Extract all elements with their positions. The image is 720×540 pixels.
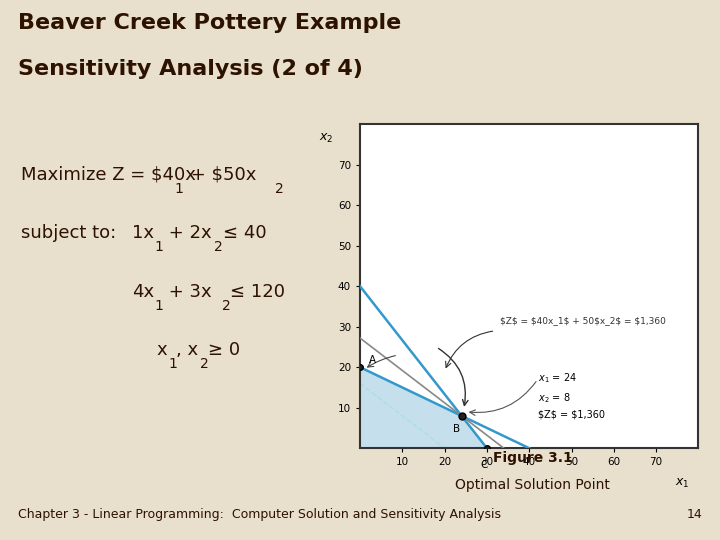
Text: 2: 2 <box>274 182 283 196</box>
Text: $x_1$ = 24
$x_2$ = 8
$Z$ = $1,360: $x_1$ = 24 $x_2$ = 8 $Z$ = $1,360 <box>538 372 605 420</box>
Text: A: A <box>369 355 376 365</box>
Text: C: C <box>480 460 488 470</box>
Text: $x_1$: $x_1$ <box>675 476 690 490</box>
Text: Sensitivity Analysis (2 of 4): Sensitivity Analysis (2 of 4) <box>18 59 363 79</box>
Text: Figure 3.1: Figure 3.1 <box>493 451 572 465</box>
Text: $Z$ = $40x_1$ + 50$x_2$ = $1,360: $Z$ = $40x_1$ + 50$x_2$ = $1,360 <box>500 316 665 325</box>
Text: ≤ 120: ≤ 120 <box>230 282 285 301</box>
Text: 2: 2 <box>215 240 223 254</box>
Text: 14: 14 <box>686 508 702 521</box>
Text: ≤ 40: ≤ 40 <box>223 224 266 242</box>
Text: x: x <box>156 341 167 359</box>
Text: 1: 1 <box>154 299 163 313</box>
Text: 1: 1 <box>168 357 177 371</box>
Text: Chapter 3 - Linear Programming:  Computer Solution and Sensitivity Analysis: Chapter 3 - Linear Programming: Computer… <box>18 508 501 521</box>
Text: + $50x: + $50x <box>185 166 256 184</box>
Text: B: B <box>453 424 460 434</box>
Text: 1: 1 <box>174 182 184 196</box>
Text: Optimal Solution Point: Optimal Solution Point <box>455 478 611 492</box>
Text: ≥ 0: ≥ 0 <box>207 341 240 359</box>
Text: + 2x: + 2x <box>163 224 212 242</box>
Text: + 3x: + 3x <box>163 282 212 301</box>
Polygon shape <box>360 367 487 448</box>
Text: 2: 2 <box>200 357 209 371</box>
Text: Beaver Creek Pottery Example: Beaver Creek Pottery Example <box>18 13 401 33</box>
Text: $x_2$: $x_2$ <box>319 132 333 145</box>
Text: , x: , x <box>176 341 198 359</box>
Text: 1: 1 <box>154 240 163 254</box>
Text: Maximize Z = $40x: Maximize Z = $40x <box>21 166 196 184</box>
Text: subject to:: subject to: <box>21 224 116 242</box>
Text: 1x: 1x <box>132 224 154 242</box>
Text: 4x: 4x <box>132 282 155 301</box>
Text: 2: 2 <box>222 299 230 313</box>
